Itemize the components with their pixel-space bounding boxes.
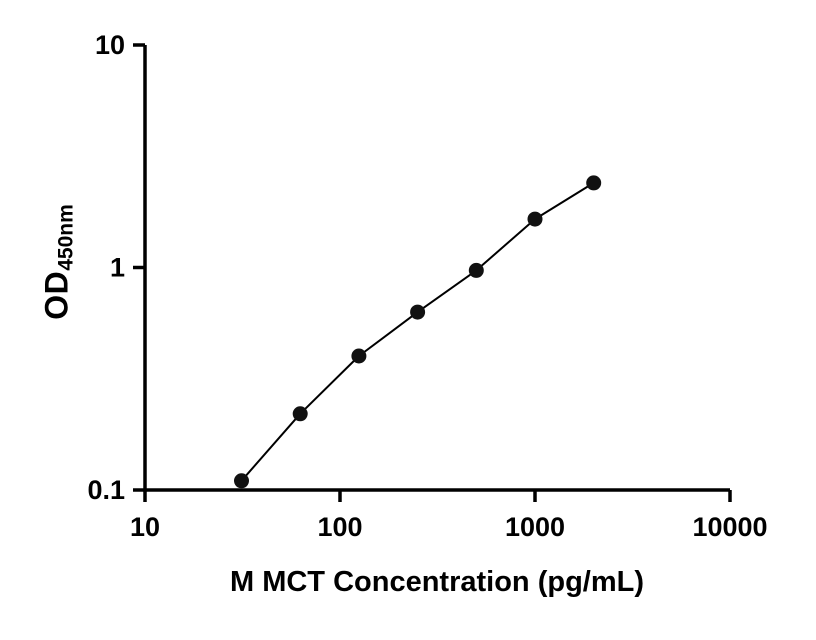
y-axis-label-text: OD <box>38 270 75 320</box>
data-point <box>527 211 543 227</box>
data-point <box>351 348 367 364</box>
data-point <box>234 473 249 489</box>
y-tick-label: 10 <box>95 30 125 60</box>
data-point <box>468 262 484 278</box>
y-tick-label: 0.1 <box>87 475 125 505</box>
data-point <box>586 175 602 191</box>
x-axis-label: M MCT Concentration (pg/mL) <box>229 566 645 598</box>
x-tick-label: 1000 <box>505 512 565 542</box>
data-point <box>410 304 426 320</box>
x-tick-label: 10000 <box>692 512 767 542</box>
x-tick-label: 100 <box>317 512 362 542</box>
x-tick-label: 10 <box>130 512 160 542</box>
series-line <box>240 182 595 482</box>
y-axis-label: OD450nm <box>38 204 78 320</box>
y-tick-label: 1 <box>110 253 125 283</box>
data-point <box>292 406 308 422</box>
y-axis-label-subscript: 450nm <box>54 204 78 271</box>
